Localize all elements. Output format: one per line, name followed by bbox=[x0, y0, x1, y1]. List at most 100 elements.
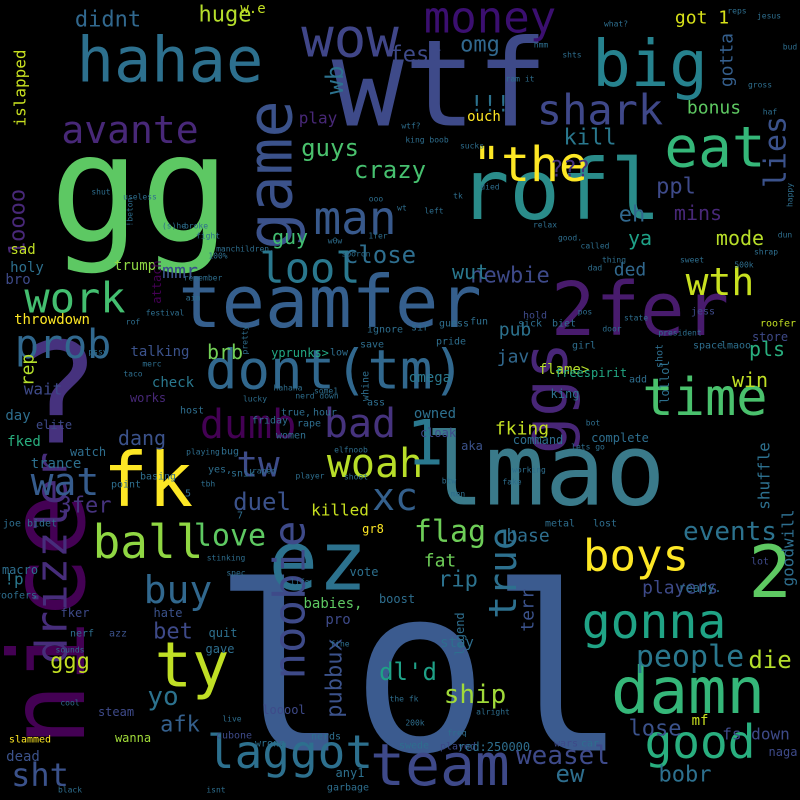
cloud-word: damn bbox=[611, 655, 765, 729]
cloud-word: president bbox=[658, 329, 702, 338]
cloud-word: ? bbox=[16, 314, 100, 477]
cloud-word: thing bbox=[602, 256, 626, 265]
cloud-word: useless bbox=[123, 193, 157, 202]
cloud-word: true, bbox=[281, 408, 311, 419]
cloud-word: remember bbox=[184, 274, 223, 283]
cloud-word: base bbox=[506, 526, 549, 547]
cloud-word: shts bbox=[562, 51, 581, 60]
cloud-word: ggg bbox=[50, 650, 90, 675]
cloud-word: garbage bbox=[327, 783, 369, 794]
cloud-word: fest bbox=[390, 43, 443, 68]
cloud-word: xc bbox=[372, 475, 418, 519]
cloud-word: laggot bbox=[207, 725, 373, 779]
cloud-word: any1 bbox=[336, 766, 365, 780]
cloud-word: ya bbox=[628, 226, 652, 250]
cloud-word: nice bbox=[0, 494, 109, 747]
cloud-word: 7 bbox=[237, 511, 243, 522]
cloud-word: player bbox=[296, 472, 325, 481]
cloud-word: pride bbox=[436, 337, 466, 348]
cloud-word: close bbox=[344, 241, 416, 269]
cloud-word: azz bbox=[109, 629, 127, 640]
cloud-word: didnt bbox=[75, 8, 141, 33]
cloud-word: dont(tm) bbox=[205, 339, 465, 402]
cloud-word: sir bbox=[411, 323, 429, 334]
cloud-word: 2 bbox=[748, 530, 791, 614]
cloud-word: lucky bbox=[243, 395, 267, 404]
cloud-word: live bbox=[222, 715, 241, 724]
cloud-word: hahae bbox=[77, 24, 264, 97]
cloud-word: weasel bbox=[516, 741, 610, 771]
cloud-word: sounds bbox=[56, 646, 85, 655]
cloud-word: fker bbox=[61, 606, 90, 620]
cloud-word: true bbox=[481, 527, 525, 619]
cloud-word: roofers bbox=[0, 591, 37, 602]
cloud-word: sht bbox=[11, 756, 69, 794]
cloud-word: merc bbox=[142, 360, 161, 369]
cloud-word: owned bbox=[414, 406, 456, 422]
cloud-word: pub bbox=[499, 320, 532, 341]
cloud-word: dad bbox=[588, 264, 603, 273]
cloud-word: killed bbox=[311, 501, 369, 520]
cloud-word: ooo bbox=[369, 195, 384, 204]
cloud-word: quit bbox=[209, 626, 238, 640]
cloud-word: !!! bbox=[470, 93, 510, 118]
cloud-word: w.e bbox=[240, 1, 265, 17]
cloud-word: relax bbox=[533, 221, 557, 230]
cloud-word: islapped bbox=[11, 49, 30, 126]
cloud-word: happy bbox=[786, 183, 795, 207]
cloud-word: pls bbox=[749, 337, 785, 361]
cloud-word: ouch bbox=[467, 109, 501, 125]
cloud-word: time bbox=[642, 368, 767, 428]
cloud-word: babies, bbox=[303, 596, 362, 612]
cloud-word: space bbox=[693, 341, 723, 352]
cloud-word: hate bbox=[154, 606, 183, 620]
cloud-word: elite bbox=[36, 418, 72, 432]
cloud-word: omg bbox=[460, 33, 500, 58]
cloud-word: bobr bbox=[659, 763, 712, 788]
cloud-word: events bbox=[683, 517, 777, 547]
cloud-word: duel bbox=[233, 488, 291, 516]
cloud-word: rofl bbox=[459, 141, 661, 239]
cloud-word: drizzler bbox=[27, 452, 78, 664]
cloud-word: aim bbox=[186, 294, 201, 303]
cloud-word: fun bbox=[470, 317, 488, 328]
cloud-word: tbh bbox=[201, 480, 216, 489]
cloud-word: !beton bbox=[126, 197, 135, 226]
cloud-word: throwdown bbox=[14, 312, 90, 328]
cloud-word: fake bbox=[502, 478, 521, 487]
cloud-word: guys bbox=[301, 134, 359, 162]
cloud-word: friday bbox=[252, 416, 288, 427]
cloud-word: shut bbox=[91, 188, 110, 197]
cloud-word: lost bbox=[593, 519, 617, 530]
cloud-word: red:250000 bbox=[458, 740, 530, 754]
cloud-word: haf bbox=[763, 108, 778, 117]
cloud-word: bad bbox=[324, 401, 396, 447]
cloud-word: pos bbox=[578, 308, 593, 317]
cloud-word: jav bbox=[497, 347, 530, 368]
cloud-word: lets go bbox=[571, 443, 605, 452]
cloud-word: ty bbox=[155, 629, 230, 702]
cloud-word: complete bbox=[591, 431, 649, 445]
cloud-word: btw bbox=[442, 477, 457, 486]
cloud-word: play bbox=[299, 109, 338, 128]
cloud-word: holy bbox=[10, 260, 44, 276]
cloud-word: dl'd bbox=[379, 658, 437, 686]
cloud-word: sweet bbox=[680, 256, 704, 265]
cloud-word: jesus bbox=[757, 12, 781, 21]
cloud-word: rape bbox=[297, 419, 321, 430]
cloud-word: fat bbox=[424, 551, 457, 572]
cloud-word: yprunks> bbox=[271, 346, 329, 360]
cloud-word: shark bbox=[537, 86, 663, 135]
cloud-word: kill bbox=[564, 126, 617, 151]
cloud-word: pretty bbox=[241, 325, 250, 354]
cloud-word: 5 bbox=[185, 489, 191, 500]
cloud-word: guess bbox=[439, 319, 469, 330]
cloud-word: ship bbox=[444, 680, 507, 710]
cloud-word: legend bbox=[453, 612, 467, 655]
cloud-word: sick bbox=[518, 319, 542, 330]
cloud-word: working bbox=[512, 466, 546, 475]
cloud-word: pssy bbox=[88, 348, 107, 357]
cloud-word: mins bbox=[674, 201, 722, 225]
cloud-word: lmao bbox=[425, 412, 666, 529]
